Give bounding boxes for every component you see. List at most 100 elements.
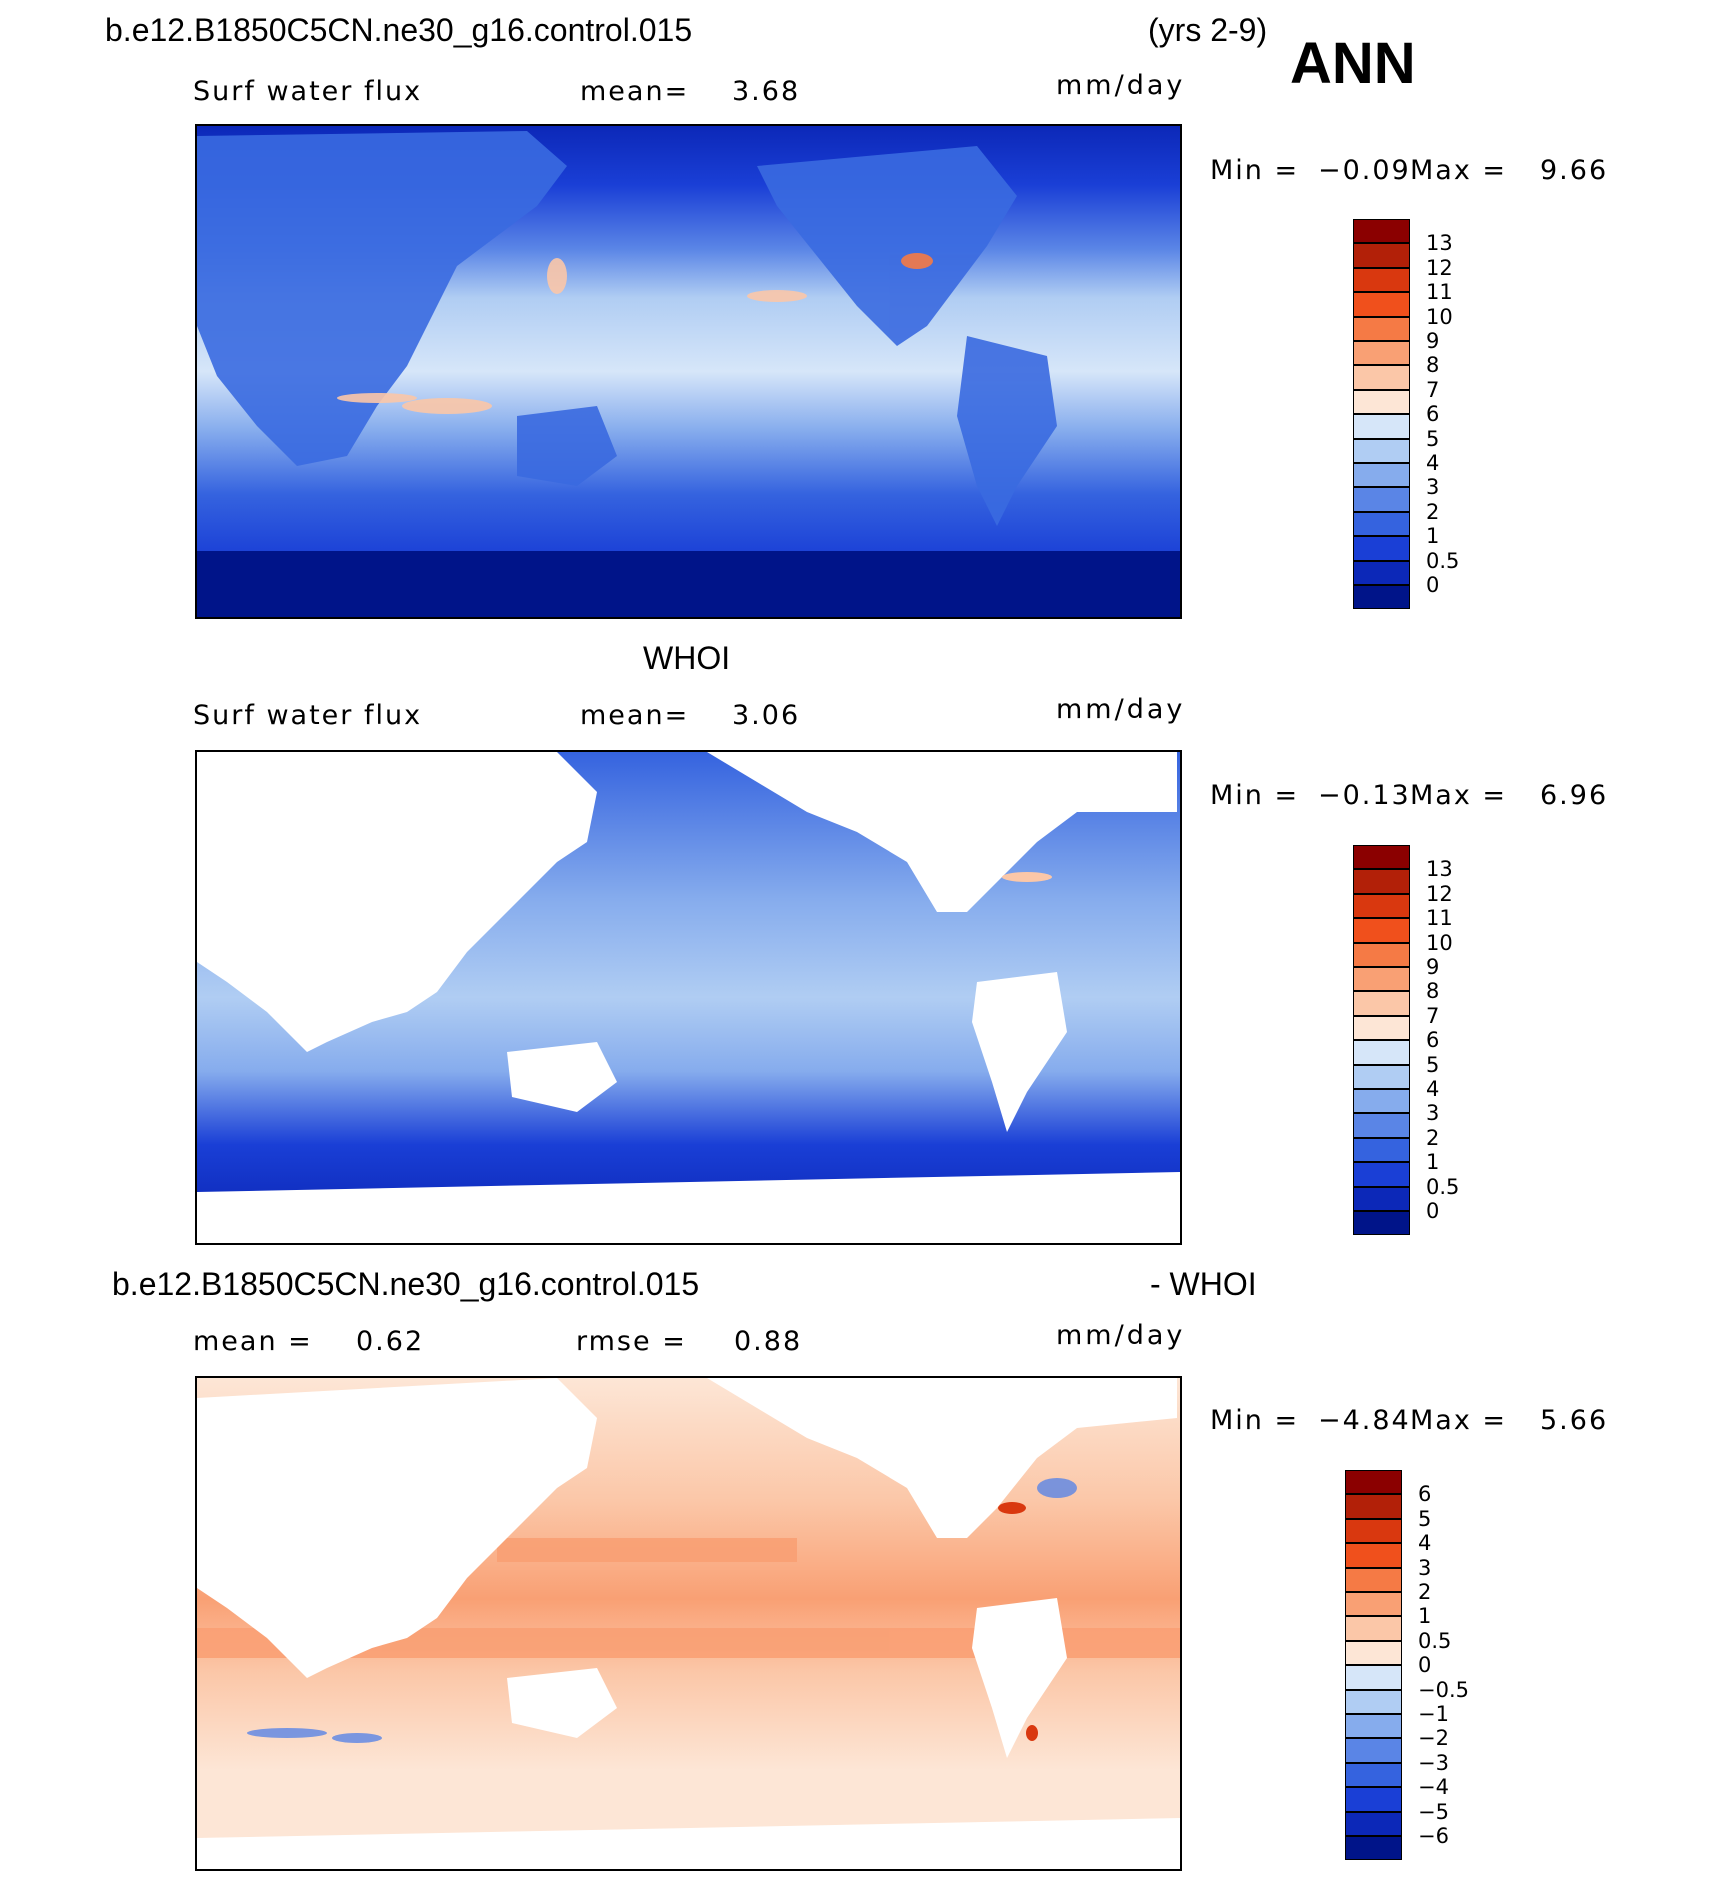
colorbar-tick-label: 2 <box>1426 499 1440 524</box>
colorbar-tick-label: 1 <box>1426 524 1440 549</box>
colorbar-tick-label: 13 <box>1426 857 1453 882</box>
colorbar-swatch <box>1345 1665 1402 1690</box>
colorbar-swatch <box>1353 341 1410 366</box>
colorbar-tick-label: 10 <box>1426 930 1453 955</box>
colorbar-tick-label: 12 <box>1426 255 1453 280</box>
colorbar-swatch <box>1353 1113 1410 1138</box>
top-mean-value: 3.68 <box>732 76 801 107</box>
colorbar-tick-label: 5 <box>1426 1052 1440 1077</box>
colorbar-tick-label: 5 <box>1418 1506 1432 1531</box>
colorbar-swatch <box>1353 1040 1410 1065</box>
colorbar-tick-label: 11 <box>1426 906 1453 931</box>
colorbar-swatch <box>1345 1714 1402 1739</box>
colorbar-swatch <box>1353 487 1410 512</box>
colorbar-swatch <box>1353 1015 1410 1041</box>
colorbar-tick-label: −3 <box>1418 1750 1449 1775</box>
colorbar-tick-label: 7 <box>1426 377 1440 402</box>
colorbar-swatch <box>1345 1811 1402 1836</box>
colorbar-swatch <box>1345 1592 1402 1617</box>
mid-min-value: −0.13 <box>1318 780 1411 811</box>
colorbar-tick-label: 10 <box>1426 304 1453 329</box>
colorbar-swatch <box>1345 1543 1402 1568</box>
top-map <box>195 124 1182 619</box>
top-colorbar: 13 12 11 10 9 8 7 6 5 4 3 2 1 0.5 0 <box>1353 219 1490 610</box>
colorbar-swatch <box>1353 585 1410 610</box>
colorbar-swatch <box>1353 967 1410 992</box>
colorbar-swatch <box>1353 560 1410 585</box>
colorbar-tick-label: 3 <box>1426 1101 1440 1126</box>
case-title: b.e12.B1850C5CN.ne30_g16.control.015 <box>105 12 693 48</box>
colorbar-tick-label: 12 <box>1426 881 1453 906</box>
colorbar-tick-label: 0.5 <box>1426 548 1460 573</box>
mid-title: WHOI <box>643 640 731 676</box>
colorbar-swatch <box>1353 1064 1410 1089</box>
colorbar-tick-label: 0 <box>1426 1199 1440 1223</box>
bot-mean-value: 0.62 <box>356 1326 425 1357</box>
colorbar-swatch <box>1345 1470 1402 1495</box>
top-max-value: 9.66 <box>1540 155 1609 186</box>
colorbar-tick-label: 6 <box>1426 1028 1440 1053</box>
mid-colorbar: 13 12 11 10 9 8 7 6 5 4 3 2 1 0.5 0 <box>1353 845 1490 1236</box>
mid-map <box>195 750 1182 1245</box>
bot-title-right: - WHOI <box>1150 1266 1257 1302</box>
colorbar-tick-label: −2 <box>1418 1726 1449 1751</box>
colorbar-swatch <box>1353 869 1410 894</box>
mid-mean-value: 3.06 <box>732 700 801 731</box>
bot-rmse-value: 0.88 <box>734 1326 803 1357</box>
colorbar-swatch <box>1353 942 1410 967</box>
colorbar-tick-label: 1 <box>1426 1150 1440 1175</box>
colorbar-swatch <box>1353 463 1410 488</box>
colorbar-swatch <box>1345 1836 1402 1861</box>
colorbar-swatch <box>1353 1089 1410 1114</box>
colorbar-swatch <box>1345 1787 1402 1812</box>
mid-max-value: 6.96 <box>1540 780 1609 811</box>
colorbar-swatch <box>1353 1162 1410 1187</box>
colorbar-tick-label: −5 <box>1418 1799 1449 1824</box>
top-min-label: Min = <box>1210 155 1300 186</box>
colorbar-swatch <box>1345 1762 1402 1788</box>
colorbar-tick-label: −0.5 <box>1418 1677 1469 1702</box>
top-variable-label: Surf water flux <box>193 76 423 107</box>
bot-min-value: −4.84 <box>1318 1405 1411 1436</box>
colorbar-swatch <box>1353 438 1410 463</box>
colorbar-tick-label: 4 <box>1418 1531 1432 1556</box>
colorbar-swatch <box>1353 365 1410 390</box>
colorbar-tick-label: 0 <box>1426 573 1440 597</box>
mid-min-label: Min = <box>1210 780 1300 811</box>
colorbar-swatch <box>1353 536 1410 561</box>
bot-map <box>195 1376 1182 1871</box>
colorbar-tick-label: 4 <box>1426 1077 1440 1101</box>
bot-max-value: 5.66 <box>1540 1405 1609 1436</box>
colorbar-swatch <box>1345 1616 1402 1641</box>
colorbar-swatch <box>1353 845 1410 870</box>
bot-min-label: Min = <box>1210 1405 1300 1436</box>
colorbar-swatch <box>1345 1738 1402 1763</box>
colorbar-tick-label: 0.5 <box>1418 1628 1452 1653</box>
colorbar-tick-label: 1 <box>1418 1604 1432 1629</box>
colorbar-swatch <box>1353 243 1410 268</box>
colorbar-tick-label: 2 <box>1418 1580 1432 1604</box>
colorbar-swatch <box>1345 1494 1402 1519</box>
colorbar-swatch <box>1353 1211 1410 1236</box>
mid-max-label: Max = <box>1410 780 1508 811</box>
colorbar-swatch <box>1353 292 1410 317</box>
colorbar-tick-label: 0.5 <box>1426 1174 1460 1199</box>
season-label: ANN <box>1290 31 1416 96</box>
colorbar-swatch <box>1353 316 1410 341</box>
colorbar-tick-label: 5 <box>1426 426 1440 451</box>
colorbar-swatch <box>1345 1640 1402 1666</box>
colorbar-tick-label: −1 <box>1418 1702 1449 1726</box>
colorbar-swatch <box>1345 1518 1402 1544</box>
bot-max-label: Max = <box>1410 1405 1508 1436</box>
colorbar-swatch <box>1353 1186 1410 1211</box>
colorbar-tick-label: 8 <box>1426 353 1440 378</box>
colorbar-tick-label: 9 <box>1426 955 1440 979</box>
colorbar-tick-label: 11 <box>1426 280 1453 305</box>
mid-variable-label: Surf water flux <box>193 700 423 731</box>
mid-units: mm/day <box>1056 694 1186 725</box>
colorbar-tick-label: 6 <box>1418 1482 1432 1507</box>
colorbar-swatch <box>1353 893 1410 919</box>
colorbar-swatch <box>1353 511 1410 537</box>
years-label: (yrs 2-9) <box>1148 12 1268 48</box>
top-units: mm/day <box>1056 70 1186 101</box>
